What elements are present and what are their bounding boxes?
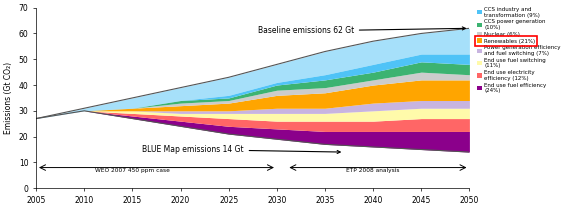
Y-axis label: Emissions (Gt CO₂): Emissions (Gt CO₂): [4, 62, 13, 134]
Text: ETP 2008 analysis: ETP 2008 analysis: [346, 168, 400, 173]
Legend: CCS industry and
transformation (9%), CCS power generation
(10%), Nuclear (6%), : CCS industry and transformation (9%), CC…: [476, 7, 561, 93]
Text: BLUE Map emissions 14 Gt: BLUE Map emissions 14 Gt: [142, 145, 340, 154]
Text: WEO 2007 450 ppm case: WEO 2007 450 ppm case: [95, 168, 170, 173]
Text: Baseline emissions 62 Gt: Baseline emissions 62 Gt: [258, 27, 466, 36]
